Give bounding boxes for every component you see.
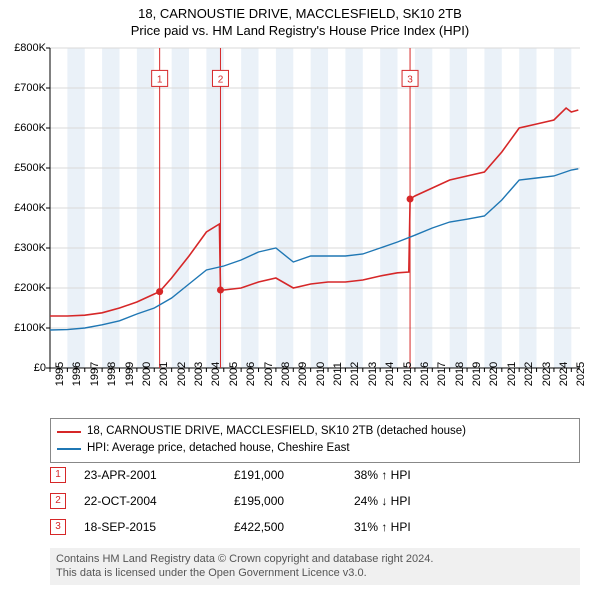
legend-swatch-property (57, 431, 81, 433)
event-price-1: £191,000 (234, 468, 354, 482)
legend-swatch-hpi (57, 448, 81, 450)
svg-text:2: 2 (218, 74, 224, 85)
footer-line-2: This data is licensed under the Open Gov… (56, 566, 574, 580)
event-date-3: 18-SEP-2015 (84, 520, 234, 534)
event-row-3: 3 18-SEP-2015 £422,500 31% ↑ HPI (50, 514, 580, 540)
xtick-label: 2013 (367, 362, 379, 386)
xtick-label: 2000 (141, 362, 153, 386)
event-marker-2: 2 (50, 493, 66, 509)
xtick-label: 2007 (263, 362, 275, 386)
event-row-2: 2 22-OCT-2004 £195,000 24% ↓ HPI (50, 488, 580, 514)
xtick-label: 2010 (315, 362, 327, 386)
xtick-label: 2018 (454, 362, 466, 386)
event-pct-2: 24% ↓ HPI (354, 494, 411, 508)
xtick-label: 2025 (575, 362, 587, 386)
title-block: 18, CARNOUSTIE DRIVE, MACCLESFIELD, SK10… (0, 0, 600, 40)
xtick-label: 2024 (558, 362, 570, 386)
chart-container: 18, CARNOUSTIE DRIVE, MACCLESFIELD, SK10… (0, 0, 600, 590)
svg-text:1: 1 (157, 74, 163, 85)
xtick-label: 2022 (523, 362, 535, 386)
ytick-label: £500K (14, 162, 46, 174)
xtick-label: 2015 (402, 362, 414, 386)
legend-label-hpi: HPI: Average price, detached house, Ches… (87, 440, 350, 457)
xtick-label: 2020 (488, 362, 500, 386)
xtick-label: 1997 (89, 362, 101, 386)
footer: Contains HM Land Registry data © Crown c… (50, 548, 580, 585)
events-table: 1 23-APR-2001 £191,000 38% ↑ HPI 2 22-OC… (50, 462, 580, 540)
ytick-label: £800K (14, 42, 46, 54)
ytick-label: £400K (14, 202, 46, 214)
chart-svg: 1 2 3 (50, 48, 580, 368)
xtick-label: 2001 (158, 362, 170, 386)
xtick-label: 2014 (384, 362, 396, 386)
title-line-1: 18, CARNOUSTIE DRIVE, MACCLESFIELD, SK10… (0, 6, 600, 23)
xtick-label: 2002 (176, 362, 188, 386)
ytick-label: £700K (14, 82, 46, 94)
xtick-label: 2017 (436, 362, 448, 386)
xtick-label: 2021 (506, 362, 518, 386)
xtick-label: 2011 (332, 362, 344, 386)
ytick-label: £600K (14, 122, 46, 134)
xtick-label: 2003 (193, 362, 205, 386)
legend-item-property: 18, CARNOUSTIE DRIVE, MACCLESFIELD, SK10… (57, 423, 573, 440)
title-line-2: Price paid vs. HM Land Registry's House … (0, 23, 600, 40)
legend-item-hpi: HPI: Average price, detached house, Ches… (57, 440, 573, 457)
event-price-3: £422,500 (234, 520, 354, 534)
event-price-2: £195,000 (234, 494, 354, 508)
legend: 18, CARNOUSTIE DRIVE, MACCLESFIELD, SK10… (50, 418, 580, 463)
xtick-label: 2005 (228, 362, 240, 386)
event-pct-3: 31% ↑ HPI (354, 520, 411, 534)
ytick-label: £0 (34, 362, 46, 374)
ytick-label: £200K (14, 282, 46, 294)
xtick-label: 2004 (210, 362, 222, 386)
chart-area: 1 2 3 (50, 48, 580, 368)
xtick-label: 2008 (280, 362, 292, 386)
xtick-label: 2016 (419, 362, 431, 386)
footer-line-1: Contains HM Land Registry data © Crown c… (56, 552, 574, 566)
legend-label-property: 18, CARNOUSTIE DRIVE, MACCLESFIELD, SK10… (87, 423, 466, 440)
svg-text:3: 3 (407, 74, 413, 85)
event-date-2: 22-OCT-2004 (84, 494, 234, 508)
xtick-label: 2009 (297, 362, 309, 386)
ytick-label: £100K (14, 322, 46, 334)
event-marker-1: 1 (50, 467, 66, 483)
ytick-label: £300K (14, 242, 46, 254)
event-pct-1: 38% ↑ HPI (354, 468, 411, 482)
xtick-label: 2012 (349, 362, 361, 386)
xtick-label: 2023 (541, 362, 553, 386)
xtick-label: 1995 (54, 362, 66, 386)
xtick-label: 1999 (124, 362, 136, 386)
xtick-label: 2006 (245, 362, 257, 386)
event-marker-3: 3 (50, 519, 66, 535)
xtick-label: 2019 (471, 362, 483, 386)
xtick-label: 1996 (71, 362, 83, 386)
event-row-1: 1 23-APR-2001 £191,000 38% ↑ HPI (50, 462, 580, 488)
xtick-label: 1998 (106, 362, 118, 386)
event-date-1: 23-APR-2001 (84, 468, 234, 482)
